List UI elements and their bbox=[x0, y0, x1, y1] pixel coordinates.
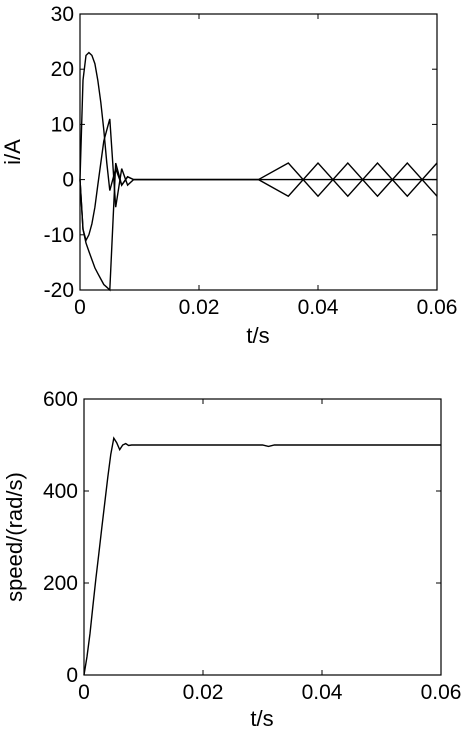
current-chart: 0 0.02 0.04 0.06 -20 -10 0 10 20 30 t/s i/A bbox=[0, 3, 457, 348]
x-axis-label: t/s bbox=[250, 706, 273, 731]
plot-frame bbox=[83, 398, 442, 676]
y-tick-label: 600 bbox=[43, 388, 78, 411]
x-tick-label: 0 bbox=[74, 296, 86, 319]
series-line-0 bbox=[79, 51, 438, 198]
plot-frame bbox=[79, 13, 438, 291]
y-tick-label: 20 bbox=[51, 58, 74, 81]
current-ticks: 0 0.02 0.04 0.06 -20 -10 0 10 20 30 bbox=[44, 3, 458, 319]
y-tick-label: -20 bbox=[44, 279, 74, 302]
y-tick-label: 400 bbox=[43, 480, 78, 503]
x-tick-label: 0.04 bbox=[302, 681, 343, 704]
x-tick-label: 0.04 bbox=[298, 296, 339, 319]
speed-series-group bbox=[83, 436, 441, 676]
y-tick-label: 30 bbox=[51, 3, 74, 26]
y-tick-label: 200 bbox=[43, 572, 78, 595]
y-tick-label: -10 bbox=[44, 224, 74, 247]
series-line-0 bbox=[83, 436, 441, 676]
x-tick-label: 0.02 bbox=[179, 296, 220, 319]
y-axis-label: speed/(rad/s) bbox=[2, 472, 27, 602]
current-series-group bbox=[79, 51, 438, 292]
series-line-1 bbox=[79, 118, 438, 243]
y-tick-label: 10 bbox=[51, 113, 74, 136]
x-tick-label: 0.06 bbox=[421, 681, 462, 704]
y-tick-label: 0 bbox=[66, 664, 78, 687]
y-tick-label: 0 bbox=[62, 169, 74, 192]
x-tick-label: 0.02 bbox=[183, 681, 224, 704]
x-tick-label: 0 bbox=[78, 681, 90, 704]
y-axis-label: i/A bbox=[0, 139, 25, 165]
x-tick-label: 0.06 bbox=[417, 296, 458, 319]
speed-ticks: 0 0.02 0.04 0.06 0 200 400 600 bbox=[43, 388, 461, 704]
series-line-2 bbox=[79, 162, 437, 292]
speed-chart: 0 0.02 0.04 0.06 0 200 400 600 t/s speed/(rad/s… bbox=[2, 388, 461, 731]
x-axis-label: t/s bbox=[246, 323, 269, 348]
